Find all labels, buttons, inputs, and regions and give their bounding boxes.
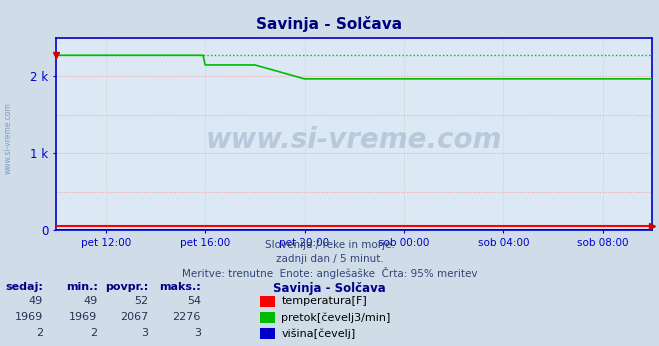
- Text: Slovenija / reke in morje.: Slovenija / reke in morje.: [264, 240, 395, 251]
- Text: Meritve: trenutne  Enote: anglešaške  Črta: 95% meritev: Meritve: trenutne Enote: anglešaške Črta…: [182, 267, 477, 279]
- Text: maks.:: maks.:: [159, 282, 201, 292]
- Text: povpr.:: povpr.:: [105, 282, 148, 292]
- Text: min.:: min.:: [66, 282, 98, 292]
- Text: www.si-vreme.com: www.si-vreme.com: [206, 126, 502, 154]
- Text: pretok[čevelj3/min]: pretok[čevelj3/min]: [281, 312, 391, 322]
- Text: sedaj:: sedaj:: [5, 282, 43, 292]
- Text: 49: 49: [83, 296, 98, 306]
- Text: Savinja - Solčava: Savinja - Solčava: [256, 16, 403, 31]
- Text: temperatura[F]: temperatura[F]: [281, 296, 367, 306]
- Text: 3: 3: [194, 328, 201, 338]
- Text: zadnji dan / 5 minut.: zadnji dan / 5 minut.: [275, 254, 384, 264]
- Text: Savinja - Solčava: Savinja - Solčava: [273, 282, 386, 295]
- Text: višina[čevelj]: višina[čevelj]: [281, 328, 356, 338]
- Text: www.si-vreme.com: www.si-vreme.com: [3, 102, 13, 174]
- Text: 2067: 2067: [120, 312, 148, 322]
- Text: 2: 2: [36, 328, 43, 338]
- Text: 49: 49: [28, 296, 43, 306]
- Text: 52: 52: [134, 296, 148, 306]
- Text: 1969: 1969: [14, 312, 43, 322]
- Text: 2: 2: [90, 328, 98, 338]
- Text: 54: 54: [187, 296, 201, 306]
- Text: 2276: 2276: [173, 312, 201, 322]
- Text: 1969: 1969: [69, 312, 98, 322]
- Text: 3: 3: [141, 328, 148, 338]
